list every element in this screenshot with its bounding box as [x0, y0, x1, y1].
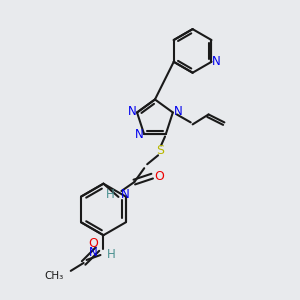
Text: N: N	[120, 188, 129, 202]
Text: O: O	[88, 237, 98, 250]
Text: S: S	[156, 144, 164, 157]
Text: N: N	[128, 105, 136, 118]
Text: N: N	[89, 245, 98, 259]
Text: N: N	[135, 128, 143, 141]
Text: H: H	[106, 248, 115, 260]
Text: N: N	[212, 55, 221, 68]
Text: CH₃: CH₃	[45, 271, 64, 281]
Text: O: O	[154, 169, 164, 183]
Text: H: H	[106, 188, 115, 202]
Text: N: N	[173, 105, 182, 118]
